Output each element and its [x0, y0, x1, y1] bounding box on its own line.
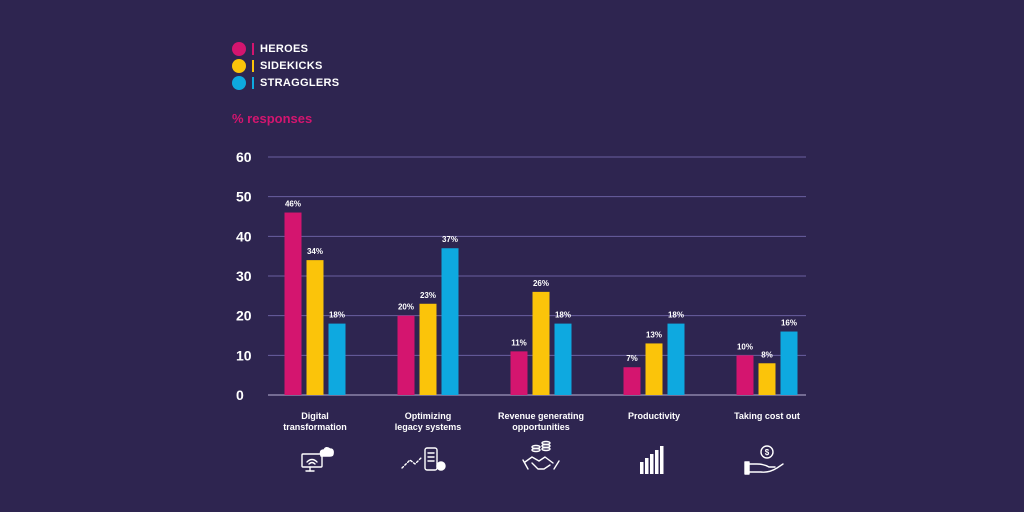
data-label: 7% — [626, 354, 638, 363]
data-label: 16% — [781, 319, 797, 328]
icon-part — [436, 461, 446, 471]
bar-heroes — [284, 212, 302, 395]
bar-stragglers — [780, 331, 798, 395]
icon-part — [531, 462, 551, 470]
data-label: 18% — [668, 311, 684, 320]
y-tick-label: 40 — [236, 228, 252, 244]
icon-part — [760, 445, 774, 459]
icon-part — [424, 447, 438, 471]
data-label: 37% — [442, 235, 458, 244]
icon-part — [650, 454, 654, 474]
data-label: 26% — [533, 279, 549, 288]
bar-growth-icon — [640, 446, 664, 474]
x-tick-label: Optimizing legacy systems — [395, 411, 462, 432]
icon-part — [640, 462, 644, 474]
phone-trend-icon — [401, 447, 446, 471]
icon-part — [748, 463, 784, 473]
bar-stragglers — [328, 323, 346, 395]
data-label: 13% — [646, 330, 662, 339]
legend-label-heroes: HEROES — [260, 42, 309, 55]
x-tick-label: Taking cost out — [734, 411, 800, 421]
icon-part — [744, 461, 750, 475]
y-tick-label: 60 — [236, 149, 252, 165]
y-tick-label: 10 — [236, 347, 252, 363]
bar-sidekicks — [645, 343, 663, 395]
icon-part — [301, 453, 323, 468]
bar-heroes — [510, 351, 528, 395]
data-label: 23% — [420, 291, 436, 300]
icon-part — [531, 447, 541, 453]
data-label: 20% — [398, 303, 414, 312]
y-tick-label: 20 — [236, 308, 252, 324]
handshake-coins-icon — [522, 440, 560, 470]
icon-part — [522, 459, 560, 470]
icon-part — [645, 458, 649, 474]
icon-part — [401, 456, 423, 469]
bar-stragglers — [441, 248, 459, 395]
bar-heroes — [397, 315, 415, 395]
bar-sidekicks — [758, 363, 776, 395]
data-label: 18% — [555, 311, 571, 320]
data-label: 18% — [329, 311, 345, 320]
x-tick-label: Revenue generating opportunities — [498, 411, 584, 432]
y-tick-label: 0 — [236, 387, 244, 403]
legend-swatch-heroes — [232, 41, 246, 56]
icon-part — [319, 447, 334, 457]
x-tick-label: Digital transformation — [283, 411, 347, 432]
bar-sidekicks — [419, 303, 437, 395]
data-label: 34% — [307, 247, 323, 256]
legend-label-sidekicks: SIDEKICKS — [260, 59, 323, 72]
bar-stragglers — [554, 323, 572, 395]
x-tick-label: Productivity — [628, 411, 680, 421]
legend-item-stragglers: STRAGGLERS — [232, 74, 339, 91]
legend-divider — [252, 59, 254, 72]
icon-part — [306, 458, 318, 465]
icon-part: $ — [765, 448, 770, 457]
y-axis-label: % responses — [232, 111, 313, 126]
icon-part — [541, 446, 551, 452]
legend-item-heroes: HEROES — [232, 40, 339, 57]
legend-label-stragglers: STRAGGLERS — [260, 76, 340, 89]
data-label: 11% — [511, 338, 527, 347]
y-tick-label: 30 — [236, 268, 252, 284]
icon-part — [660, 446, 664, 474]
data-label: 8% — [761, 350, 773, 359]
legend-divider — [252, 42, 254, 55]
icon-part — [655, 450, 659, 474]
legend-item-sidekicks: SIDEKICKS — [232, 57, 339, 74]
bar-stragglers — [667, 323, 685, 395]
bar-sidekicks — [306, 260, 324, 395]
bar-sidekicks — [532, 291, 550, 395]
legend-divider — [252, 76, 254, 89]
legend: HEROES SIDEKICKS STRAGGLERS — [232, 40, 339, 91]
y-tick-label: 50 — [236, 189, 252, 205]
bar-heroes — [736, 355, 754, 395]
data-label: 46% — [285, 200, 301, 209]
icon-part — [524, 456, 554, 464]
legend-swatch-stragglers — [232, 75, 246, 90]
hand-coin-icon: $ — [744, 445, 784, 475]
legend-swatch-sidekicks — [232, 58, 246, 73]
bar-heroes — [623, 367, 641, 395]
monitor-cloud-icon — [301, 447, 334, 472]
data-label: 10% — [737, 342, 753, 351]
